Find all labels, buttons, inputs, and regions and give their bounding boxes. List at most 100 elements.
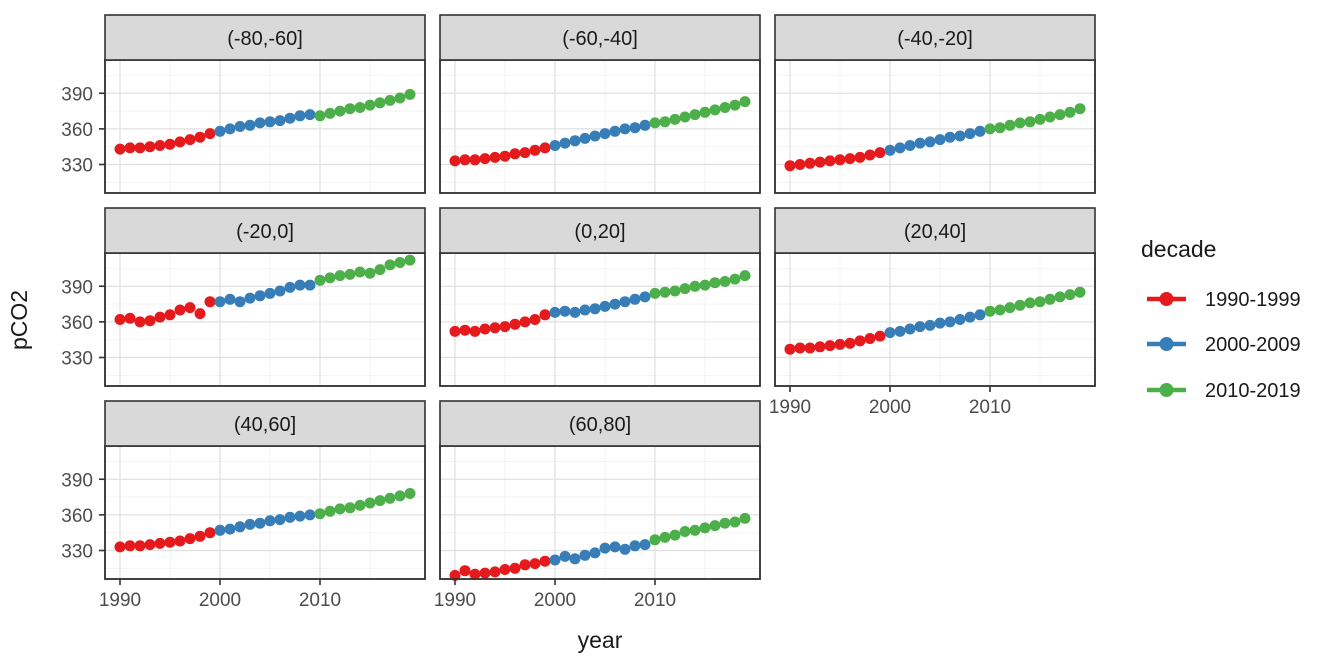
point-2003 [244,119,256,131]
gridlines-major [106,447,424,578]
point-2005 [934,317,946,329]
point-2003 [914,137,926,149]
x-tick-label: 2010 [634,590,676,611]
point-2000 [884,327,896,339]
point-1993 [479,567,491,579]
point-2013 [679,111,691,123]
legend-key-point [1159,337,1174,351]
point-1992 [804,342,816,354]
point-2002 [569,306,581,318]
x-tick-label: 2010 [969,397,1011,418]
facet-(-80,-60]: (-80,-60] 390 360 330 [61,14,426,194]
legend-entry-2010-2019: 2010-2019 [1147,380,1301,402]
point-2006 [609,298,621,310]
point-1994 [824,340,836,352]
legend-title: decade [1141,236,1216,262]
point-2013 [344,268,356,280]
point-2013 [344,502,356,514]
point-2012 [669,529,681,541]
point-2019 [404,254,416,266]
facet-strip [439,14,761,61]
data-points [449,96,751,167]
point-2008 [294,510,306,522]
point-2000 [214,524,226,536]
point-2015 [1034,113,1046,125]
point-1993 [479,323,491,335]
facet-strip-label: (40,60] [234,414,296,436]
point-2002 [234,121,246,132]
point-2018 [394,490,406,502]
point-2017 [384,94,396,106]
point-1990 [784,160,796,172]
point-2001 [559,305,571,317]
point-1999 [204,296,216,308]
legend-key-point [1159,292,1174,306]
point-2006 [944,131,956,143]
point-1996 [509,148,521,160]
legend: decade 1990-1999 2000-2009 2010-2019 [1141,236,1301,402]
point-2012 [334,503,346,515]
data-points [784,286,1086,355]
y-tick-label: 390 [61,84,93,105]
point-1996 [174,136,186,148]
point-2016 [374,97,386,109]
point-2018 [1064,289,1076,301]
point-2004 [924,319,936,331]
point-2019 [739,270,751,282]
point-1998 [864,149,876,161]
point-2010 [649,117,661,129]
point-2012 [1004,302,1016,314]
point-1998 [529,314,541,325]
point-2015 [699,522,711,534]
point-1994 [154,537,166,549]
point-2011 [324,505,336,517]
point-1992 [804,157,816,169]
point-2004 [589,303,601,315]
point-2005 [599,300,611,312]
point-2016 [374,264,386,276]
y-tick-label: 330 [61,349,93,370]
panel-background [439,445,761,580]
point-2007 [284,112,296,124]
point-2000 [214,296,226,308]
facet-(-20,0]: (-20,0] 390 360 330 [61,207,426,387]
point-1990 [449,569,461,581]
y-tick-label: 330 [61,542,93,563]
point-1995 [834,338,846,350]
point-2004 [254,117,266,129]
point-2012 [334,105,346,117]
panel-background [774,59,1096,194]
point-1991 [124,540,136,552]
point-1990 [114,314,126,325]
x-axis: 1990 2000 2010 [434,579,676,611]
facet-strip [774,207,1096,254]
point-2009 [639,119,651,131]
point-2011 [659,531,671,543]
x-tick-label: 1990 [769,397,811,418]
point-2014 [354,499,366,511]
point-2007 [619,296,631,308]
point-2010 [984,305,996,317]
point-1997 [519,559,531,571]
point-2018 [1064,106,1076,118]
point-2000 [549,140,561,151]
gridlines-major [441,61,759,192]
point-2006 [609,125,621,137]
point-2002 [904,140,916,151]
point-1997 [854,335,866,347]
point-2018 [729,516,741,528]
point-1990 [449,325,461,337]
point-2003 [579,132,591,144]
point-1995 [164,309,176,321]
point-2000 [549,306,561,318]
point-2006 [944,316,956,328]
point-1997 [854,151,866,163]
point-1999 [204,128,216,140]
point-2004 [589,130,601,142]
x-tick-label: 2000 [534,590,576,611]
point-1995 [499,321,511,333]
point-1998 [194,308,206,320]
facet-(60,80]: (60,80] 1990 2000 2010 [434,400,761,611]
point-1996 [174,304,186,316]
facet-strip-label: (-20,0] [236,221,294,243]
